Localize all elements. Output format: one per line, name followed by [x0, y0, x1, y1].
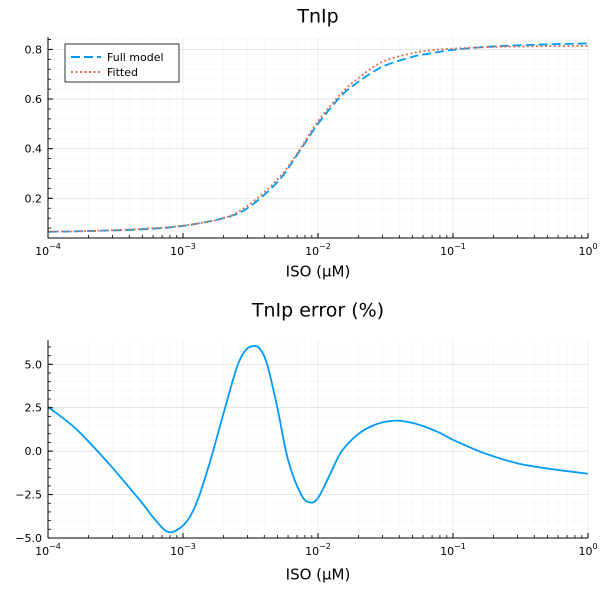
- chart-title: TnIp: [296, 6, 338, 28]
- legend-label-fitted: Fitted: [107, 66, 138, 79]
- x-tick-label: 10−2: [305, 242, 331, 258]
- y-tick-label: −2.5: [15, 489, 42, 502]
- x-tick-label: 10−4: [35, 242, 61, 258]
- axes: [47, 340, 589, 539]
- legend: Full model Fitted: [64, 43, 180, 83]
- chart-tnip: TnIp 10−4 10−3 10−2 10−1 100 0.2 0.4 0.6 0.8 IS…: [25, 6, 598, 281]
- chart-tnip-error: TnIp error (%) 10−4 10−3 10−2 10−1 100 −5.0−…: [15, 300, 597, 584]
- axes: [47, 37, 589, 239]
- y-tick-label: 0.4: [25, 143, 43, 156]
- x-tick-label: 10−4: [35, 542, 61, 558]
- y-tick-labels: 0.2 0.4 0.6 0.8: [25, 43, 43, 205]
- y-tick-label: 5.0: [25, 358, 43, 371]
- x-tick-label: 100: [578, 242, 597, 258]
- y-tick-label: 0.6: [25, 93, 43, 106]
- x-tick-labels: 10−4 10−3 10−2 10−1 100: [35, 242, 597, 258]
- x-axis-label: ISO (μM): [286, 566, 351, 584]
- y-tick-label: 0.2: [25, 192, 43, 205]
- series-layer: [47, 42, 589, 233]
- legend-box: [64, 43, 180, 83]
- grid: [47, 37, 589, 239]
- x-tick-labels: 10−4 10−3 10−2 10−1 100: [35, 542, 597, 558]
- y-tick-label: 0.8: [25, 43, 43, 56]
- x-axis-label: ISO (μM): [286, 263, 351, 281]
- x-tick-label: 10−2: [305, 542, 331, 558]
- y-tick-label: 2.5: [25, 402, 43, 415]
- series-line-fitted: [47, 45, 589, 233]
- y-tick-label: −5.0: [15, 532, 42, 545]
- chart-title: TnIp error (%): [251, 300, 384, 322]
- x-tick-label: 10−3: [170, 542, 196, 558]
- x-tick-label: 10−3: [170, 242, 196, 258]
- y-tick-labels: −5.0 −2.5 0.0 2.5 5.0: [15, 358, 42, 545]
- series-line-error: [47, 345, 589, 534]
- x-tick-label: 10−1: [440, 242, 466, 258]
- y-tick-label: 0.0: [25, 445, 43, 458]
- grid: [47, 340, 589, 539]
- series-layer: [47, 345, 589, 534]
- x-tick-label: 10−1: [440, 542, 466, 558]
- legend-label-full-model: Full model: [107, 51, 164, 64]
- x-tick-label: 100: [578, 542, 597, 558]
